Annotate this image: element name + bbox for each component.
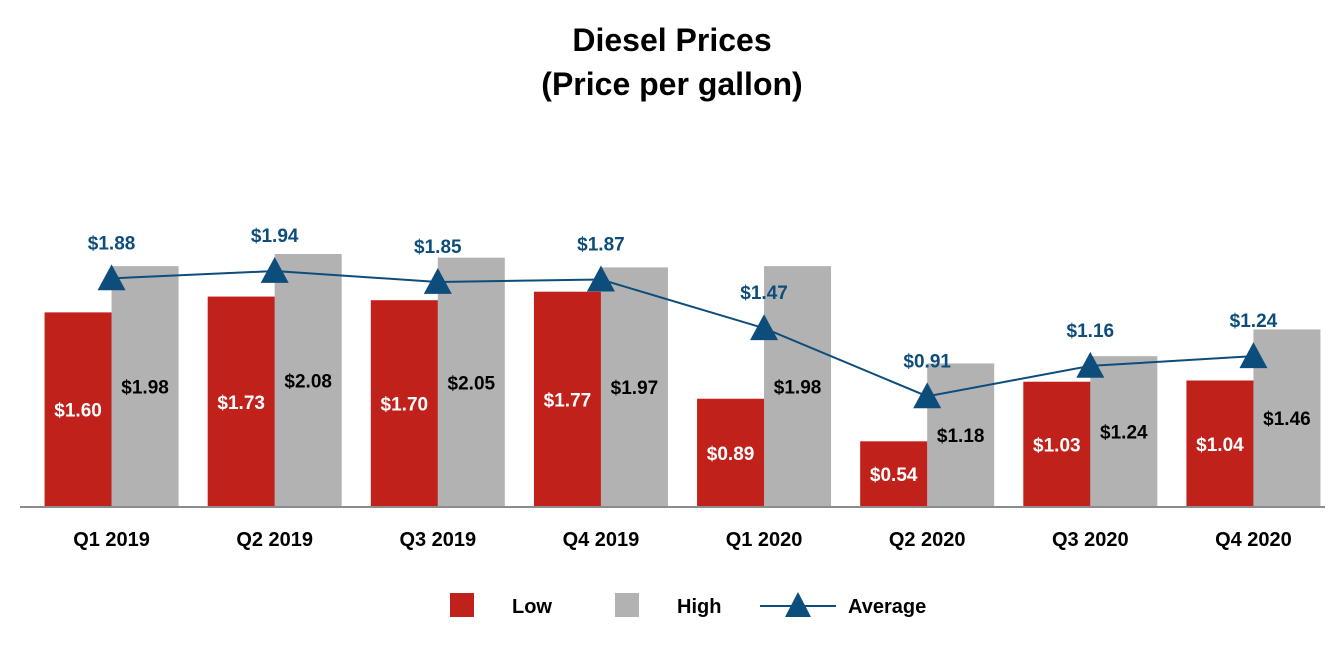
category-label: Q1 2019 bbox=[73, 529, 150, 551]
low-bar bbox=[1023, 381, 1091, 507]
low-bar bbox=[860, 441, 928, 507]
average-value-label: $1.94 bbox=[251, 226, 299, 247]
average-value-label: $1.47 bbox=[740, 283, 788, 304]
average-marker bbox=[423, 267, 452, 294]
average-value-label: $1.87 bbox=[577, 235, 625, 256]
high-bar bbox=[1090, 356, 1158, 507]
average-marker bbox=[260, 257, 289, 283]
legend-high-label: High bbox=[677, 596, 721, 618]
average-marker bbox=[97, 264, 126, 291]
high-bar bbox=[764, 266, 832, 507]
category-label: Q3 2020 bbox=[1052, 529, 1129, 551]
category-label: Q2 2019 bbox=[236, 529, 313, 551]
low-value-label: $0.54 bbox=[870, 465, 918, 486]
high-bar bbox=[111, 266, 179, 507]
high-bar bbox=[600, 267, 668, 507]
legend-high-swatch bbox=[615, 593, 639, 617]
average-marker bbox=[913, 382, 942, 409]
average-value-label: $1.24 bbox=[1230, 311, 1278, 332]
average-value-label: $1.85 bbox=[414, 237, 462, 258]
high-value-label: $1.98 bbox=[121, 378, 169, 399]
category-label: Q1 2020 bbox=[726, 529, 803, 551]
low-value-label: $1.70 bbox=[381, 395, 429, 416]
low-bar bbox=[44, 312, 112, 507]
high-value-label: $2.05 bbox=[448, 373, 496, 394]
legend-low-swatch bbox=[450, 593, 474, 617]
chart-title: Diesel Prices bbox=[572, 22, 772, 58]
high-bar bbox=[927, 363, 995, 507]
low-value-label: $1.60 bbox=[54, 401, 102, 422]
average-marker bbox=[1076, 351, 1105, 378]
low-bar bbox=[370, 300, 438, 507]
high-bar bbox=[1253, 329, 1321, 507]
low-value-label: $1.73 bbox=[217, 393, 265, 414]
chart-subtitle: (Price per gallon) bbox=[541, 66, 803, 102]
high-value-label: $1.98 bbox=[774, 378, 822, 399]
high-value-label: $1.24 bbox=[1100, 423, 1148, 444]
legend-low-label: Low bbox=[512, 596, 552, 618]
low-bar bbox=[1186, 380, 1254, 507]
low-bar bbox=[533, 291, 601, 507]
average-value-label: $0.91 bbox=[903, 351, 951, 372]
low-value-label: $0.89 bbox=[707, 444, 755, 465]
category-label: Q2 2020 bbox=[889, 529, 966, 551]
category-label: Q4 2019 bbox=[563, 529, 640, 551]
low-value-label: $1.03 bbox=[1033, 435, 1081, 456]
average-marker bbox=[586, 265, 615, 292]
low-bar bbox=[207, 296, 275, 507]
high-value-label: $1.18 bbox=[937, 426, 985, 447]
average-value-label: $1.88 bbox=[88, 233, 136, 254]
low-bar bbox=[697, 398, 765, 507]
average-marker bbox=[1239, 342, 1268, 369]
average-line bbox=[111, 270, 1254, 398]
low-value-label: $1.77 bbox=[544, 390, 592, 411]
chart-title-block: Diesel Prices (Price per gallon) bbox=[0, 18, 1344, 106]
legend-average-marker bbox=[785, 592, 811, 617]
high-bar bbox=[274, 254, 342, 507]
high-bar bbox=[437, 257, 505, 507]
high-value-label: $2.08 bbox=[284, 372, 332, 393]
high-value-label: $1.46 bbox=[1263, 409, 1311, 430]
low-value-label: $1.04 bbox=[1196, 435, 1244, 456]
high-value-label: $1.97 bbox=[611, 378, 659, 399]
category-label: Q4 2020 bbox=[1215, 529, 1292, 551]
category-label: Q3 2019 bbox=[399, 529, 476, 551]
legend-average-label: Average bbox=[848, 596, 926, 618]
average-marker bbox=[750, 314, 779, 341]
average-value-label: $1.16 bbox=[1067, 321, 1115, 342]
